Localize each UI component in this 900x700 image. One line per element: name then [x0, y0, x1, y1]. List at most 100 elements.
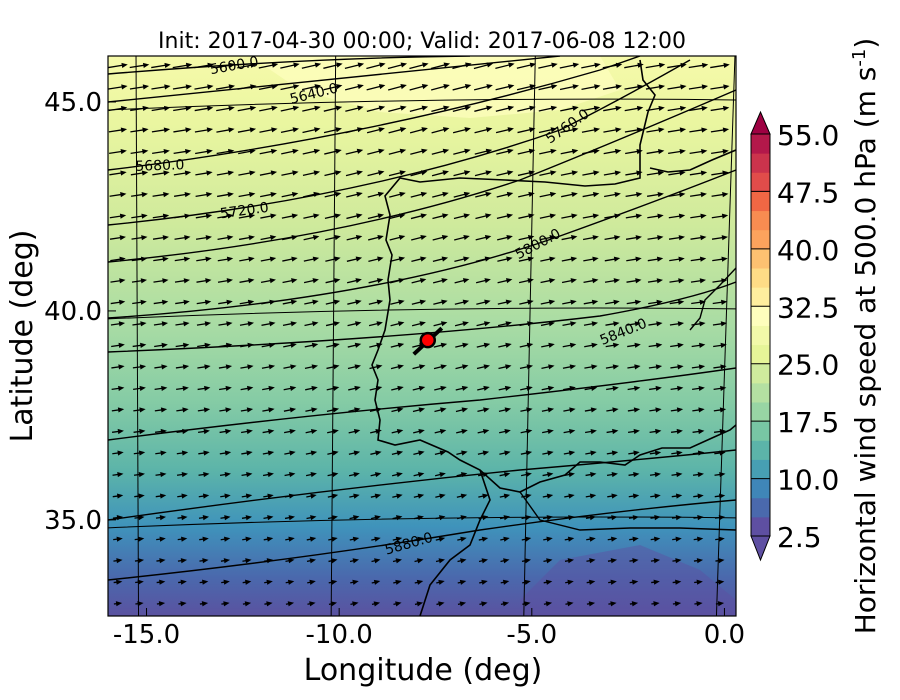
wind-arrow-head: [267, 493, 274, 499]
wind-arrow: [195, 148, 213, 155]
wind-arrow-head: [396, 428, 404, 435]
wind-arrow: [348, 472, 360, 478]
wind-arrow: [177, 536, 188, 542]
wind-arrow: [368, 299, 384, 305]
wind-arrow: [325, 278, 341, 284]
wind-arrow: [370, 428, 382, 435]
wind-arrow-head: [248, 235, 255, 241]
wind-arrow-head: [396, 450, 404, 456]
wind-arrow-head: [332, 450, 339, 456]
wind-arrow: [477, 472, 489, 478]
wind-arrow: [172, 62, 193, 69]
wind-arrow: [668, 235, 685, 241]
wind-arrow: [670, 342, 684, 348]
wind-arrow-head: [314, 84, 321, 90]
colorbar-label: Horizontal wind speed at 500.0 hPa (m s-…: [849, 38, 883, 635]
wind-arrow-head: [292, 170, 299, 176]
wind-arrow-head: [353, 515, 360, 521]
wind-arrow-head: [202, 558, 209, 564]
wind-arrow: [327, 515, 338, 521]
wind-arrow-head: [594, 84, 601, 90]
wind-arrow: [156, 601, 166, 607]
wind-arrow-head: [202, 493, 210, 499]
wind-arrow: [197, 342, 211, 348]
iberia-coastline: [371, 59, 736, 493]
wind-arrow: [108, 62, 128, 69]
wind-arrow: [327, 493, 339, 499]
wind-arrow: [391, 428, 404, 435]
wind-arrow-head: [378, 170, 385, 176]
wind-arrow: [260, 256, 277, 262]
colorbar-bin: [751, 306, 770, 326]
wind-arrow-head: [419, 321, 426, 327]
wind-arrow-head: [569, 428, 576, 435]
wind-arrow: [538, 127, 557, 134]
wind-arrow: [302, 148, 321, 155]
wind-arrow: [261, 342, 276, 348]
wind-arrow-head: [720, 321, 728, 327]
wind-arrow: [456, 472, 468, 478]
wind-arrow: [156, 536, 166, 542]
wind-arrow-head: [569, 407, 576, 413]
y-axis-label: Latitude (deg): [5, 230, 40, 443]
wind-arrow-head: [506, 213, 514, 219]
wind-arrow: [563, 428, 576, 435]
wind-arrow-head: [246, 385, 254, 391]
wind-arrow-head: [226, 278, 233, 284]
wind-arrow-head: [185, 84, 193, 90]
wind-arrow-head: [225, 364, 233, 370]
wind-arrow-head: [677, 299, 685, 305]
wind-arrow-head: [271, 62, 279, 68]
wind-arrow-head: [419, 299, 427, 305]
wind-arrow: [263, 536, 274, 542]
wind-arrow-head: [527, 278, 534, 284]
wind-arrow-head: [399, 170, 406, 176]
wind-arrow: [519, 364, 534, 370]
wind-arrow-head: [572, 62, 580, 68]
wind-arrow: [194, 84, 214, 90]
wind-arrow-head: [158, 601, 166, 607]
wind-arrow: [715, 579, 725, 585]
wind-arrow-head: [439, 493, 446, 499]
wind-arrow-head: [482, 472, 489, 478]
wind-arrow: [605, 321, 620, 327]
wind-arrow-head: [139, 364, 147, 370]
wind-arrow: [710, 105, 730, 112]
wind-arrow-head: [331, 536, 338, 542]
wind-arrow-head: [593, 148, 600, 154]
wind-arrow-head: [443, 84, 450, 90]
colorbar-bin: [751, 134, 770, 154]
wind-arrow-head: [159, 558, 166, 564]
wind-arrow-head: [722, 127, 730, 133]
wind-arrow-head: [567, 558, 575, 564]
wind-arrow-head: [119, 213, 127, 219]
wind-arrow-head: [440, 407, 447, 413]
wind-arrow-head: [591, 299, 599, 305]
x-tick-label: -15.0: [113, 620, 180, 650]
wind-arrow: [520, 428, 533, 435]
wind-arrow: [216, 148, 235, 155]
parallel-line: [108, 98, 736, 111]
wind-arrow: [628, 493, 640, 499]
wind-arrow-head: [287, 601, 295, 607]
wind-arrow: [582, 213, 600, 219]
wind-arrow: [388, 127, 407, 134]
wind-arrow: [112, 471, 124, 478]
wind-arrow-head: [354, 342, 362, 348]
wind-arrow: [218, 321, 233, 327]
wind-arrow: [649, 428, 662, 435]
wind-arrow: [346, 278, 362, 284]
wind-arrow-head: [592, 213, 600, 219]
colorbar-tick-label: 47.5: [777, 176, 839, 209]
wind-arrow-head: [697, 536, 704, 542]
wind-arrow: [238, 170, 256, 176]
wind-arrow-head: [116, 558, 123, 564]
wind-arrow-head: [376, 299, 384, 305]
wind-arrow-head: [245, 536, 252, 542]
wind-arrow: [389, 213, 406, 220]
wind-arrow-head: [249, 105, 257, 111]
wind-arrow: [112, 515, 124, 521]
wind-arrow: [110, 256, 126, 262]
wind-arrow: [516, 84, 536, 91]
wind-arrow-head: [546, 558, 553, 564]
